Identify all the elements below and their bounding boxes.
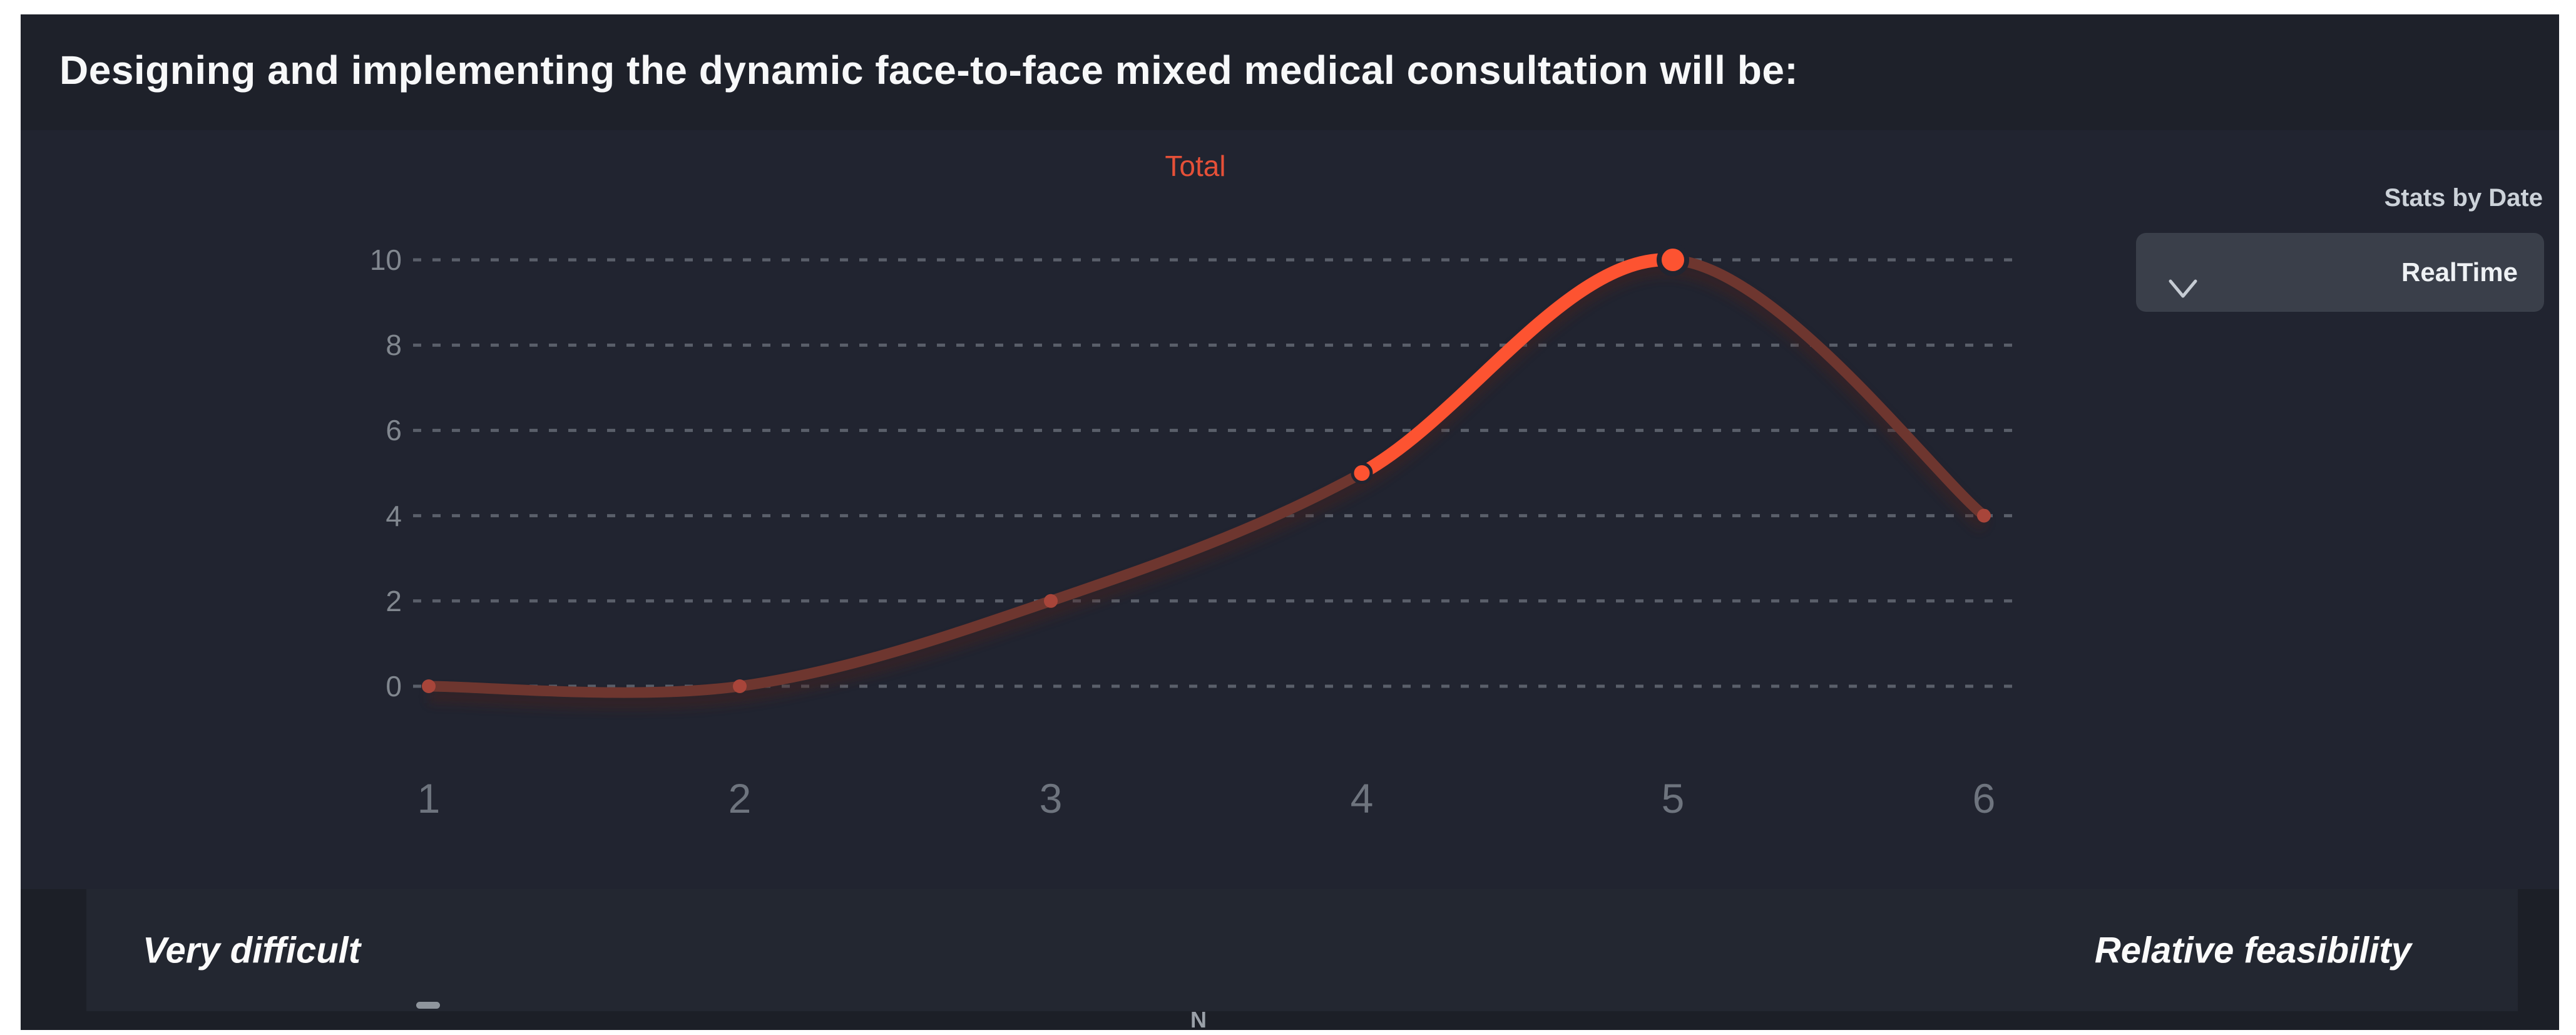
y-tick-label: 4 [386,499,402,532]
line-chart [413,244,2023,710]
series-total [422,244,1991,710]
clipped-text-glyph: N [1190,1007,1207,1030]
gridlines [413,258,2023,688]
y-tick-label: 0 [386,670,402,703]
footer-left-label: Very difficult [143,930,361,971]
legend-total: Total [1165,150,1226,182]
x-tick-label: 2 [728,775,752,821]
y-tick-label: 8 [386,329,402,362]
y-tick-label: 6 [386,414,402,447]
footer-region: Very difficult Relative feasibility N [21,889,2559,1030]
stats-dropdown-value[interactable]: RealTime [2401,257,2518,287]
x-tick-label: 3 [1039,775,1063,821]
clipped-dash-glyph [416,1002,440,1009]
footer-band: Very difficult Relative feasibility [86,889,2518,1011]
x-tick-label: 1 [417,775,441,821]
y-tick-label: 10 [369,244,402,276]
stats-dropdown[interactable]: RealTime [2136,233,2544,312]
x-tick-label: 5 [1661,775,1685,821]
y-tick-label: 2 [386,584,402,617]
chevron-down-icon[interactable] [2169,279,2197,299]
title-band: Designing and implementing the dynamic f… [21,14,2559,130]
footer-right-label: Relative feasibility [2094,930,2411,971]
stats-by-date-label: Stats by Date [2384,184,2543,212]
x-tick-label: 4 [1350,775,1374,821]
x-tick-label: 6 [1972,775,1996,821]
poll-results-panel: Designing and implementing the dynamic f… [21,14,2559,1030]
page-title: Designing and implementing the dynamic f… [59,48,1799,93]
chart-area: Total Stats by Date RealTime 10 8 6 4 2 … [21,130,2559,889]
